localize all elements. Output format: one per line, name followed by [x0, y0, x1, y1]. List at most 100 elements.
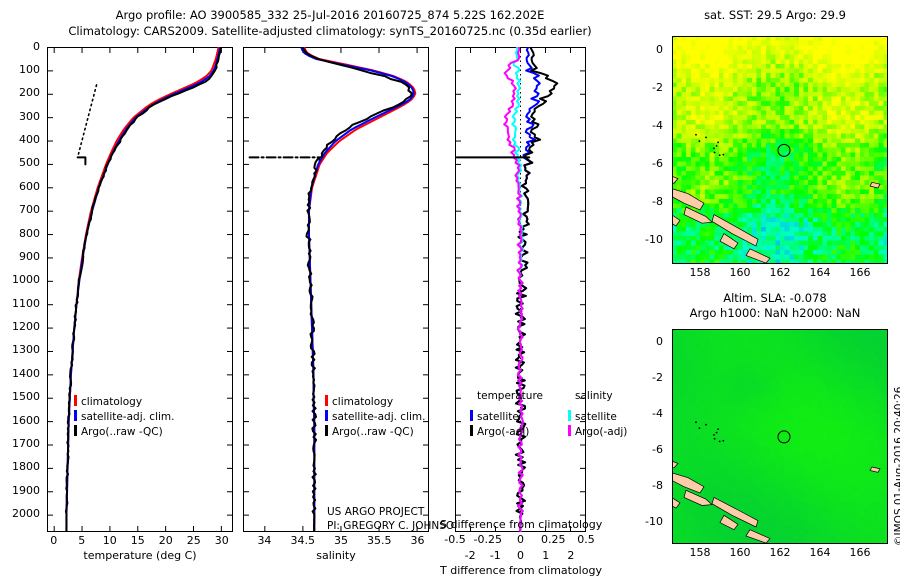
legend-item: Argo(..raw -QC)	[325, 420, 425, 438]
legend-item: satellite-adj. clim.	[325, 405, 426, 423]
legend-item: climatology	[325, 390, 425, 408]
depth-tick-label: 0	[33, 39, 40, 53]
salinity-xticks: 34 34.5 35 35.5 36	[243, 534, 429, 548]
legend-item: Argo(-adj)	[470, 420, 543, 438]
principal-investigator: PI: GREGORY C. JOHNSON	[327, 520, 463, 532]
axis-tick-label: 25	[186, 534, 201, 547]
map-sst-yticks: 0 -2 -4 -6 -8 -10	[630, 36, 668, 264]
temperature-xticks: 0 5 10 15 20 25 30	[47, 534, 233, 548]
legend-label: satellite-adj. clim.	[332, 411, 426, 423]
map-sst-canvas	[672, 36, 888, 264]
axis-tick-label: 35.5	[366, 534, 392, 547]
map-sst	[672, 36, 888, 264]
map-x-tick-label: 164	[809, 266, 831, 279]
legend-item: satellite-adj. clim.	[74, 405, 175, 423]
legend-label: satellite-adj. clim.	[81, 411, 175, 423]
legend-swatch-temp-argo	[470, 425, 473, 436]
depth-tick-label: 1500	[12, 390, 40, 404]
legend-label: satellite	[575, 411, 617, 423]
page-title-line2: Climatology: CARS2009. Satellite-adjuste…	[68, 24, 592, 38]
depth-tick-label: 1300	[12, 343, 40, 357]
legend-item: Argo(..raw -QC)	[74, 420, 174, 438]
legend-swatch-sal-argo	[568, 425, 571, 436]
axis-tick-label: 2	[567, 549, 575, 562]
depth-axis-ticks: 0 100 200 300 400 500 600 700 800 900 1000 1100 1200…	[0, 40, 44, 532]
difference-xaxis-label-bottom: T difference from climatology	[440, 564, 602, 577]
panel-temperature	[47, 47, 233, 532]
legend-label: Argo(-adj)	[575, 426, 628, 438]
map-x-tick-label: 162	[769, 266, 791, 279]
axis-tick-label: 34	[257, 534, 272, 547]
depth-tick-label: 400	[19, 133, 40, 147]
map-y-tick-label: -6	[652, 157, 663, 171]
legend-label: satellite	[477, 411, 519, 423]
depth-tick-label: 500	[19, 156, 40, 170]
legend-item: Argo(-adj)	[568, 420, 628, 438]
legend-label: climatology	[81, 396, 143, 408]
legend-heading-temperature: temperature	[477, 390, 543, 402]
copyright-label: ©IMOS 01-Aug-2016 20:40:26	[893, 386, 900, 546]
axis-tick-label: 35	[333, 534, 348, 547]
map-x-tick-label: 164	[809, 546, 831, 559]
depth-tick-label: 1200	[12, 320, 40, 334]
map-y-tick-label: -2	[652, 371, 663, 385]
axis-tick-label: 0	[517, 549, 524, 562]
depth-tick-label: 1400	[12, 366, 40, 380]
legend-label: Argo(..raw -QC)	[81, 426, 163, 438]
axis-tick-label: 30	[214, 534, 229, 547]
map-x-tick-label: 162	[769, 546, 791, 559]
depth-tick-label: 100	[19, 62, 40, 76]
project-name: US ARGO PROJECT	[327, 506, 425, 518]
map-y-tick-label: 0	[656, 335, 663, 349]
axis-tick-label: -0.5	[444, 533, 466, 546]
axis-tick-label: 15	[130, 534, 145, 547]
depth-tick-label: 1600	[12, 413, 40, 427]
depth-tick-label: 1700	[12, 436, 40, 450]
axis-tick-label: 0.25	[541, 533, 566, 546]
temperature-plot	[47, 47, 233, 532]
depth-tick-label: 1000	[12, 273, 40, 287]
difference-xticks-top: -0.5 -0.25 0 0.25 0.5	[444, 533, 594, 546]
map-x-tick-label: 158	[689, 546, 711, 559]
axis-tick-label: -0.25	[473, 533, 502, 546]
legend-swatch-argo-raw	[74, 425, 77, 436]
salinity-legend: climatology satellite-adj. clim. Argo(..…	[325, 390, 426, 438]
map-y-tick-label: -8	[652, 195, 663, 209]
map-x-tick-label: 166	[849, 266, 871, 279]
legend-swatch-climatology	[74, 395, 77, 406]
temperature-xaxis-label: temperature (deg C)	[83, 549, 197, 562]
axis-tick-label: -2	[464, 549, 476, 562]
map-sla-title-line2: Argo h1000: NaN h2000: NaN	[689, 306, 861, 320]
panel-salinity	[243, 47, 429, 532]
depth-tick-label: 700	[19, 203, 40, 217]
depth-tick-label: 200	[19, 86, 40, 100]
map-y-tick-label: -10	[645, 233, 663, 247]
axis-tick-label: 5	[78, 534, 86, 547]
panel-difference	[455, 47, 586, 532]
axis-tick-label: -1	[489, 549, 501, 562]
legend-swatch-climatology	[325, 395, 328, 406]
legend-swatch-sal-satellite	[568, 410, 571, 421]
depth-tick-label: 1800	[12, 460, 40, 474]
difference-plot	[455, 47, 586, 532]
map-sla-xticks: 158 160 162 164 166	[672, 546, 888, 560]
legend-heading-salinity: salinity	[575, 390, 613, 402]
axis-tick-label: 1	[542, 549, 550, 562]
depth-tick-label: 600	[19, 179, 40, 193]
difference-xticks-bottom: -2 -1 0 1 2	[455, 549, 586, 562]
map-x-tick-label: 166	[849, 546, 871, 559]
map-x-tick-label: 160	[729, 546, 751, 559]
map-y-tick-label: -4	[652, 407, 663, 420]
axis-tick-label: 36	[410, 534, 425, 547]
axis-tick-label: 20	[158, 534, 173, 547]
legend-swatch-satellite-adj	[325, 410, 328, 421]
map-y-tick-label: -4	[652, 119, 663, 133]
depth-tick-label: 1900	[12, 483, 40, 497]
map-y-tick-label: -6	[652, 442, 663, 456]
map-sla	[672, 329, 888, 544]
salinity-plot	[243, 47, 429, 532]
difference-legend-salinity: salinity satellite Argo(-adj)	[568, 390, 628, 438]
map-sla-title-line1: Altim. SLA: -0.078	[723, 291, 827, 305]
map-x-tick-label: 160	[729, 266, 751, 279]
legend-swatch-satellite-adj	[74, 410, 77, 421]
